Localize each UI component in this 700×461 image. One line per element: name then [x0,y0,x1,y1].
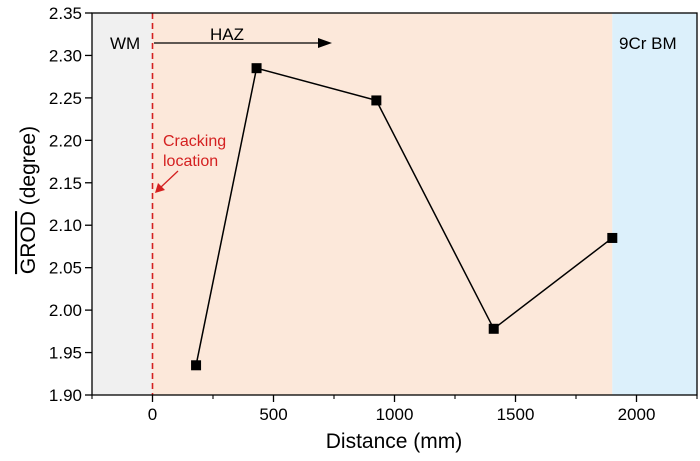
data-point [191,360,202,371]
y-tick-label: 2.20 [49,131,82,150]
y-tick-label: 2.35 [49,4,82,23]
x-tick-label: 1500 [497,405,535,424]
region-labels: WM HAZ 9Cr BM [110,25,677,53]
y-tick-label: 1.90 [49,386,82,405]
x-tick-label: 500 [259,405,287,424]
haz-arrow [154,38,332,48]
x-axis-ticks: 0 500 1000 1500 2000 [91,395,698,424]
region-band-2 [612,13,697,395]
region-label-wm: WM [110,34,140,53]
y-axis-ticks: 1.90 1.95 2.00 2.05 2.10 2.15 2.20 2.25 2.30 2.35 [49,4,92,405]
y-axis-title: GROD (degree) [17,126,40,274]
data-point [607,232,618,243]
data-point [488,323,499,334]
annotation-line-1: Cracking [163,133,226,150]
y-tick-label: 2.00 [49,301,82,320]
y-axis-title-unit: (degree) [17,126,40,211]
y-tick-label: 2.15 [49,174,82,193]
y-tick-label: 2.25 [49,89,82,108]
region-label-9cr-bm: 9Cr BM [619,34,677,53]
y-tick-label: 2.10 [49,216,82,235]
x-tick-label: 1000 [376,405,414,424]
data-markers [191,63,618,371]
y-axis-title-overline: GROD [17,211,40,274]
region-label-haz: HAZ [210,25,244,44]
annotation-arrow [159,170,179,189]
x-axis-title: Distance (mm) [326,430,463,453]
x-tick-label: 0 [148,405,157,424]
y-tick-label: 2.05 [49,259,82,278]
annotation-arrowhead [155,183,165,193]
x-tick-label: 2000 [618,405,656,424]
y-tick-label: 1.95 [49,344,82,363]
data-point [251,63,262,74]
region-band-0 [92,13,153,395]
region-band-1 [152,13,613,395]
annotation-line-2: location [163,153,218,170]
y-tick-label: 2.30 [49,46,82,65]
cracking-location-annotation: Cracking location [155,133,226,193]
region-backgrounds [92,13,697,395]
data-point [371,95,382,106]
